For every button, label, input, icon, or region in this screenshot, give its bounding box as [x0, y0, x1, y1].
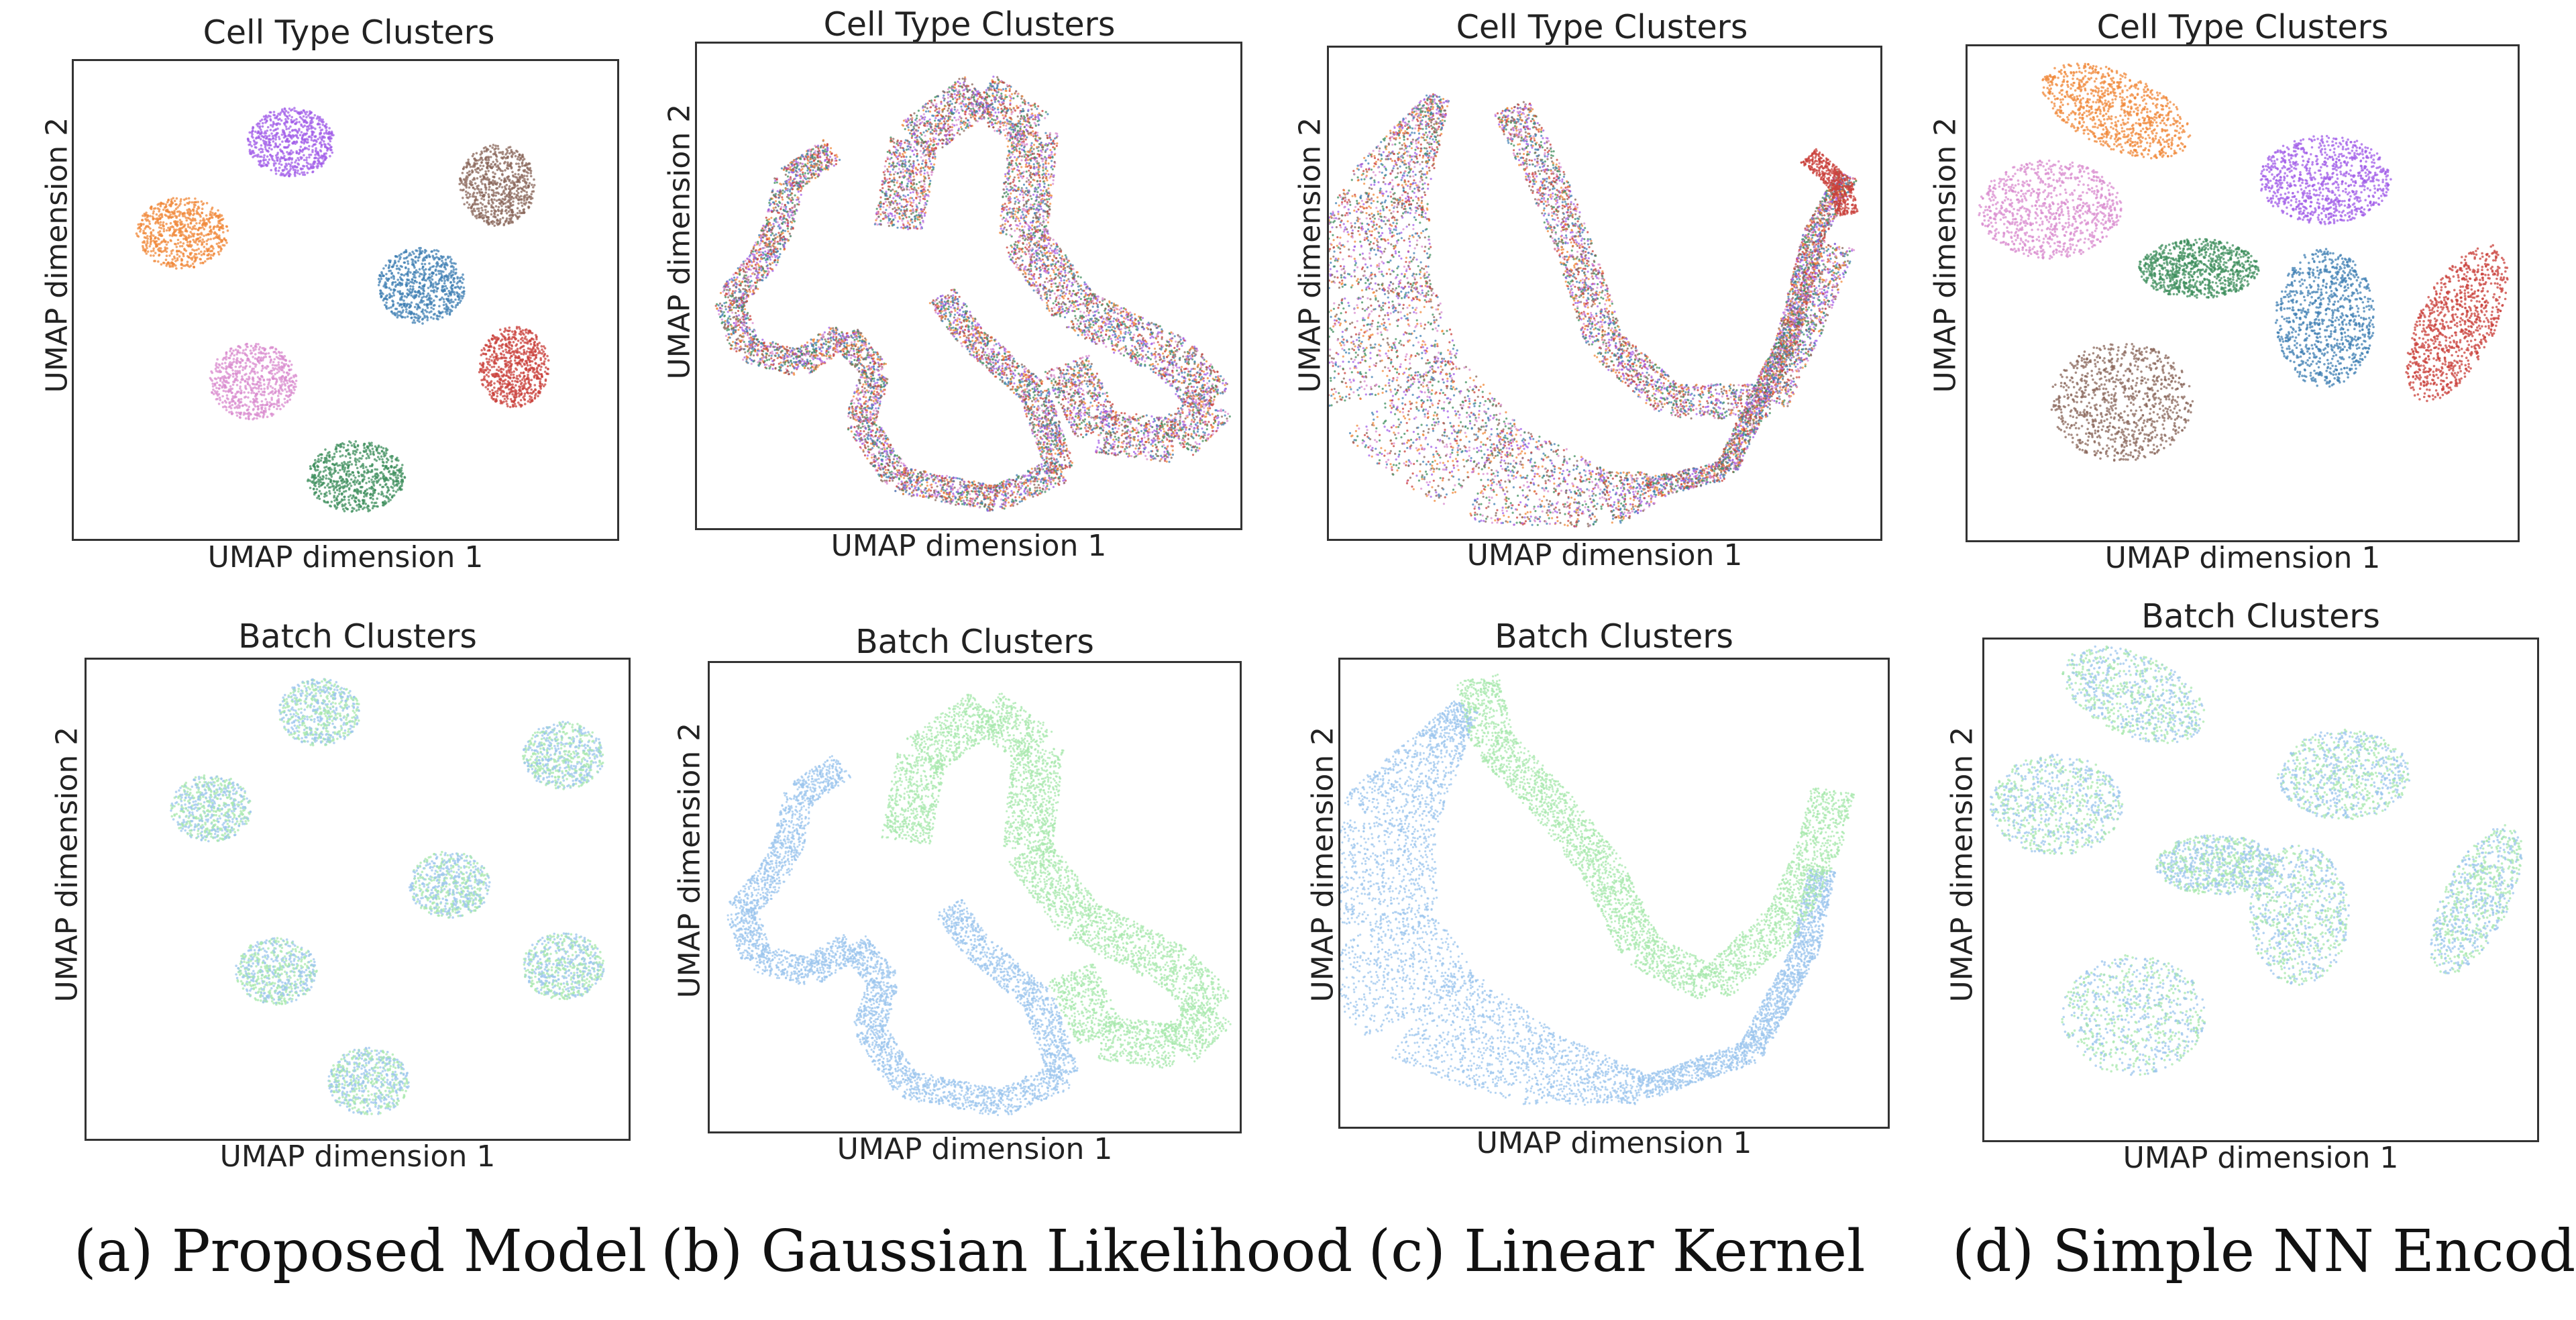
y-axis-label: UMAP dimension 2 — [1293, 125, 1328, 393]
point-cluster — [2138, 238, 2260, 299]
point-cluster — [2155, 834, 2278, 895]
point-cluster — [235, 937, 318, 1005]
point-cluster — [522, 721, 604, 791]
x-axis-label: UMAP dimension 1 — [1982, 1141, 2539, 1175]
scatter-b-cell — [697, 44, 1240, 528]
plot-area — [695, 42, 1242, 530]
caption-c: (c) Linear Kernel — [1335, 1218, 1898, 1285]
y-axis-label: UMAP dimension 2 — [663, 111, 697, 380]
y-axis-label: UMAP dimension 2 — [1306, 734, 1340, 1003]
x-axis-label: UMAP dimension 1 — [695, 529, 1242, 563]
y-axis-label: UMAP dimension 2 — [1945, 734, 1980, 1003]
point-cluster — [1978, 160, 2122, 260]
plot-area — [1966, 44, 2520, 542]
scatter-a-cell — [74, 61, 617, 539]
plot-area — [72, 59, 619, 541]
plot-area — [85, 658, 631, 1141]
plot-area — [1327, 46, 1882, 541]
plot-area — [1982, 638, 2539, 1142]
point-cluster — [278, 678, 360, 746]
y-axis-label: UMAP dimension 2 — [1929, 125, 1963, 393]
plot-area — [708, 661, 1242, 1133]
point-cluster — [2430, 824, 2522, 974]
point-cluster — [1990, 754, 2123, 855]
plot-title: Cell Type Clusters — [74, 13, 624, 52]
point-cluster — [478, 326, 550, 409]
point-cluster — [2041, 62, 2191, 159]
point-band — [1340, 701, 1836, 1106]
x-axis-label: UMAP dimension 1 — [85, 1139, 631, 1174]
plot-title: Cell Type Clusters — [1966, 8, 2520, 46]
point-cluster — [409, 851, 491, 919]
point-cluster — [170, 774, 252, 842]
scatter-a-batch — [87, 660, 629, 1139]
point-cluster — [2260, 135, 2392, 225]
plot-title: Batch Clusters — [85, 617, 631, 656]
x-axis-label: UMAP dimension 1 — [1338, 1126, 1890, 1160]
point-band — [1456, 674, 1855, 999]
y-axis-label: UMAP dimension 2 — [50, 734, 85, 1003]
x-axis-label: UMAP dimension 1 — [1327, 538, 1882, 572]
scatter-d-cell — [1968, 46, 2518, 540]
plot-title: Cell Type Clusters — [1327, 8, 1877, 46]
plot-title: Batch Clusters — [1982, 597, 2539, 636]
point-cluster — [136, 197, 229, 270]
x-axis-label: UMAP dimension 1 — [72, 540, 619, 574]
point-cluster — [209, 343, 298, 421]
scatter-c-batch — [1340, 660, 1888, 1127]
point-cluster — [2051, 343, 2194, 462]
plot-title: Batch Clusters — [708, 623, 1242, 661]
y-axis-label: UMAP dimension 2 — [40, 125, 74, 393]
scatter-b-batch — [710, 663, 1240, 1131]
point-cluster — [2061, 954, 2206, 1076]
scatter-c-cell — [1329, 48, 1880, 539]
point-band — [1329, 93, 1857, 527]
point-cluster — [307, 440, 406, 513]
point-cluster — [2061, 646, 2205, 744]
point-cluster — [327, 1047, 410, 1115]
scatter-d-batch — [1984, 640, 2537, 1140]
point-cluster — [2277, 729, 2411, 820]
caption-d: (d) Simple NN Encoder — [1952, 1218, 2542, 1285]
point-cluster — [2405, 244, 2508, 402]
x-axis-label: UMAP dimension 1 — [1966, 541, 2520, 575]
x-axis-label: UMAP dimension 1 — [708, 1132, 1242, 1166]
plot-title: Cell Type Clusters — [694, 5, 1244, 44]
y-axis-label: UMAP dimension 2 — [673, 730, 707, 999]
plot-title: Batch Clusters — [1338, 617, 1890, 656]
point-cluster — [247, 107, 335, 177]
caption-a: (a) Proposed Model — [74, 1218, 637, 1285]
plot-area — [1338, 658, 1890, 1129]
caption-b: (b) Gaussian Likelihood — [661, 1218, 1271, 1285]
point-cluster — [378, 247, 466, 325]
point-cluster — [458, 144, 535, 227]
point-cluster — [2275, 248, 2375, 387]
point-cluster — [523, 932, 605, 1000]
